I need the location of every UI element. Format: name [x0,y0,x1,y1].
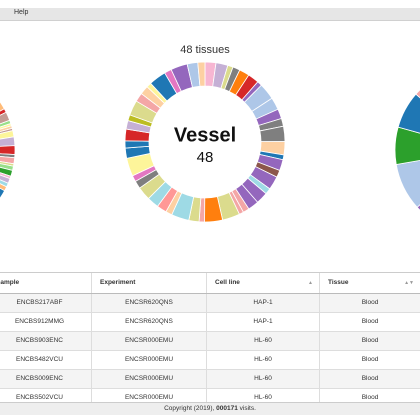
donut-segment[interactable] [0,164,13,177]
table-cell: HAP-1 [207,313,320,331]
donut-segment[interactable] [0,161,14,171]
donut-segment[interactable] [0,125,13,135]
menu-item[interactable]: Help [14,9,29,16]
footer: Copyright (2019), 000171 visits. [0,402,420,415]
column-header[interactable]: Tissue ▲▼ [320,273,420,293]
table-cell: ENCBS482VCU [0,351,92,369]
donut-segment[interactable] [0,179,6,199]
table-cell: Blood [361,337,379,344]
donut-segment[interactable] [197,61,206,87]
table-row[interactable]: ENCBS217ABF ENCSR620QNS HAP-1 Blood [0,294,420,313]
table-cell: Blood [361,394,379,401]
table-cell: Blood [361,356,379,363]
table-body: ENCBS217ABF ENCSR620QNS HAP-1 Blood ENCBS912… [0,294,420,408]
sort-icon: ▲▼ [404,280,414,286]
table-cell: ENCSR620QNS [92,313,207,331]
column-header[interactable]: Sample [0,273,92,293]
donut-segment[interactable] [0,170,11,184]
donut-segment[interactable] [397,93,420,135]
table-row[interactable]: ENCBS009ENC ENCSR000EMU HL-60 Blood [0,370,420,389]
table-row[interactable]: ENCBS482VCU ENCSR000EMU HL-60 Blood [0,351,420,370]
table-cell: ENCSR000EMU [92,351,207,369]
column-header-text: Cell line [215,279,240,286]
table-cell: ENCSR620QNS [92,294,207,312]
donut-segment[interactable] [416,187,420,233]
table-cell: ENCSR000EMU [92,370,207,388]
column-header[interactable]: Cell line ▲ [207,273,320,293]
table-row[interactable]: ENCBS903ENC ENCSR000EMU HL-60 Blood [0,332,420,351]
table-cell: HL-60 [207,351,320,369]
table-cell: Blood [361,375,379,382]
table-header: Sample Experiment Cell line ▲ Tissue ▲▼ [0,272,420,294]
column-header[interactable]: Experiment [92,273,207,293]
table-cell: ENCSR000EMU [92,389,207,407]
donut-group [0,61,420,233]
donut-segment[interactable] [395,159,420,208]
table-cell: ENCBS009ENC [0,370,92,388]
table-cell: ENCBS502VCU [0,389,92,407]
table: Sample Experiment Cell line ▲ Tissue ▲▼ EN… [0,272,420,408]
column-header-text: Tissue [328,279,349,286]
donut-segment[interactable] [0,101,5,121]
table-cell: Blood [361,299,379,306]
chart-title: 48 tissues [180,44,230,56]
table-cell: HL-60 [207,370,320,388]
donut-segment[interactable] [0,119,12,131]
donut-segment[interactable] [0,127,14,136]
donut-segment[interactable] [0,173,9,188]
center-value: 48 [197,149,214,166]
table-cell: ENCBS912MMG [0,313,92,331]
donut-segment[interactable] [0,169,12,180]
table-cell: ENCBS217ABF [0,294,92,312]
table-row[interactable]: ENCBS912MMG ENCSR620QNS HAP-1 Blood [0,313,420,332]
table-cell: Blood [361,318,379,325]
donut-segment[interactable] [0,160,15,167]
donut-segment[interactable] [415,71,420,114]
table-cell: HAP-1 [207,294,320,312]
visit-count: 000171 [216,405,238,412]
center-label: Vessel [174,124,236,146]
copyright: Copyright (2019), [164,405,215,412]
table-cell: HL-60 [207,332,320,350]
visits-label: visits. [239,405,256,412]
table-cell: ENCBS903ENC [0,332,92,350]
sort-icon: ▲ [308,280,313,286]
donut-segment[interactable] [0,130,15,141]
donut-segment[interactable] [0,108,7,124]
donut-panel: 48 tissues Vessel 48 [0,44,420,233]
table-cell: HL-60 [207,389,320,407]
donut-segment[interactable] [394,126,420,165]
menu-bar: Help [0,8,420,21]
donut-segment[interactable] [0,136,16,147]
table-cell: ENCSR000EMU [92,332,207,350]
donut-segment[interactable] [0,123,12,133]
donut-segment[interactable] [0,145,16,155]
